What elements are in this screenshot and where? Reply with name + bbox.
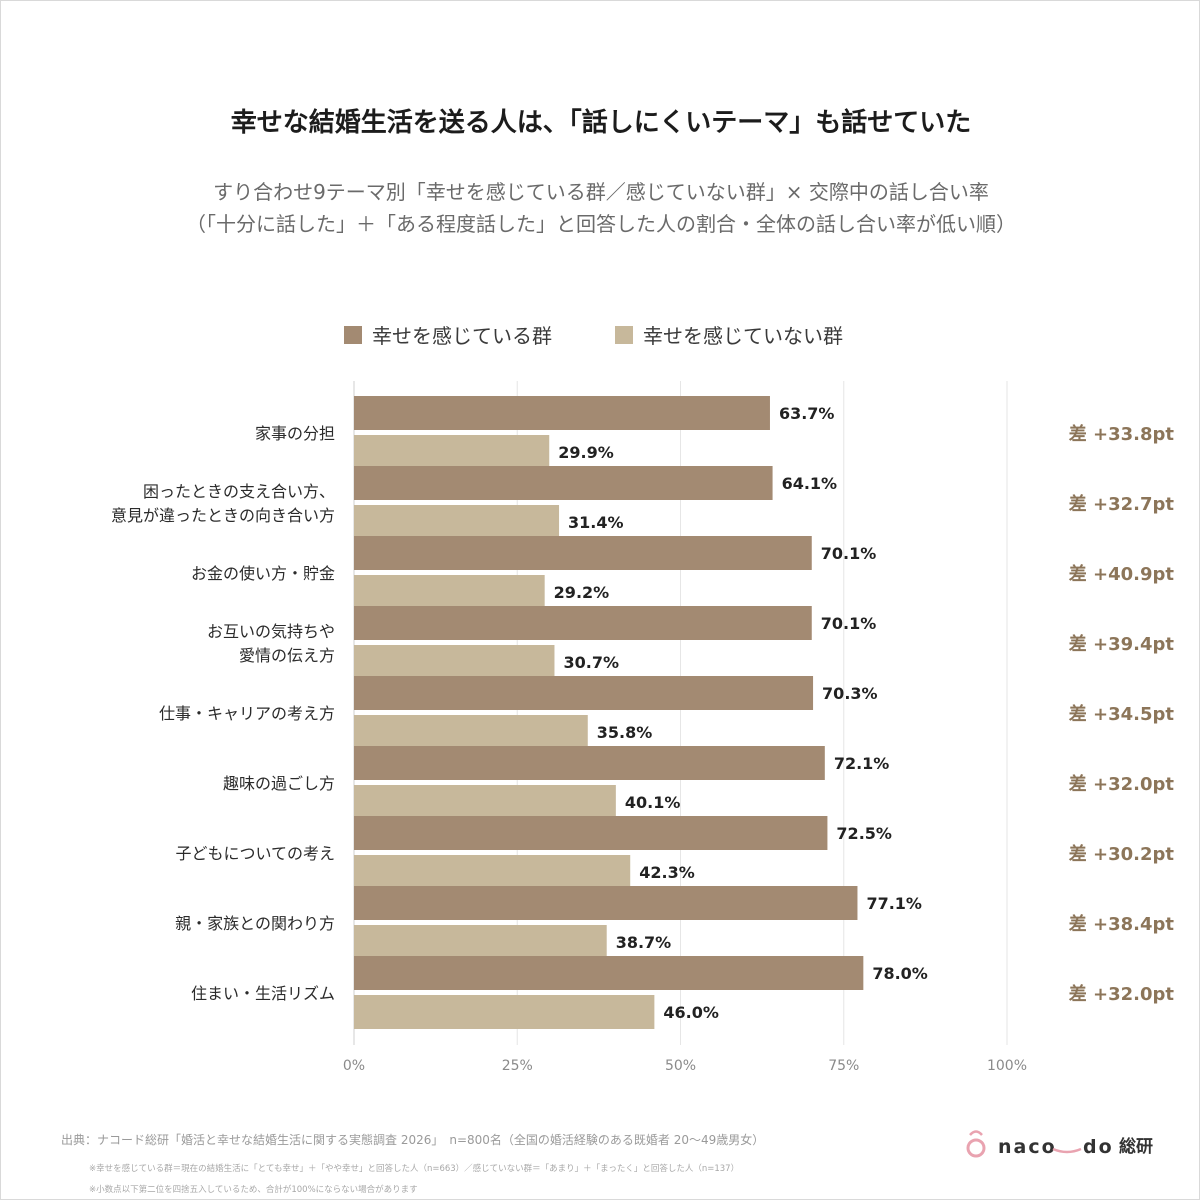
category-label: 住まい・生活リズム <box>191 984 335 1003</box>
value-label-unhappy: 29.2% <box>554 583 610 602</box>
bar-unhappy <box>354 925 607 959</box>
bar-happy <box>354 606 812 640</box>
legend: 幸せを感じている群 幸せを感じていない群 <box>344 324 843 348</box>
brand-name: naco <box>998 1136 1057 1158</box>
bar-unhappy <box>354 645 555 679</box>
difference-label: 差 +38.4pt <box>1069 913 1175 935</box>
brand-name-tail: do <box>1083 1136 1114 1158</box>
bar-happy <box>354 746 825 780</box>
category-label: 意見が違ったときの向き合い方 <box>111 506 335 525</box>
chart-subtitle-line-1: すり合わせ9テーマ別「幸せを感じている群／感じていない群」× 交際中の話し合い率 <box>213 180 989 204</box>
difference-label: 差 +40.9pt <box>1069 563 1175 585</box>
bar-unhappy <box>354 505 560 539</box>
x-tick-label: 0% <box>343 1058 365 1074</box>
value-label-unhappy: 38.7% <box>616 933 672 952</box>
bar-happy <box>354 886 858 920</box>
brand-logo: naco do 総研 <box>966 1130 1153 1158</box>
bars <box>354 396 864 1029</box>
category-label: 趣味の過ごし方 <box>223 774 335 793</box>
legend-swatch-unhappy <box>615 326 633 344</box>
difference-label: 差 +34.5pt <box>1069 703 1175 725</box>
bar-unhappy <box>354 995 655 1029</box>
labels: 0% 25% 50% 75% 100% 63.7% 29.9% 家事の分担 差 +33.8pt 6… <box>111 404 1174 1074</box>
category-label: 仕事・キャリアの考え方 <box>159 704 335 723</box>
chart-title: 幸せな結婚生活を送る人は、「話しにくいテーマ」も話せていた <box>231 107 971 138</box>
value-label-happy: 70.1% <box>821 614 877 633</box>
difference-label: 差 +32.0pt <box>1069 773 1175 795</box>
value-label-happy: 64.1% <box>782 474 838 493</box>
brand-kanji: 総研 <box>1119 1136 1153 1157</box>
brand-ring-icon <box>966 1130 986 1158</box>
value-label-happy: 77.1% <box>866 894 922 913</box>
bar-happy <box>354 396 770 430</box>
difference-label: 差 +33.8pt <box>1069 423 1175 445</box>
value-label-happy: 70.3% <box>822 684 878 703</box>
bar-unhappy <box>354 575 545 609</box>
category-label: 子どもについての考え <box>175 844 335 863</box>
x-tick-label: 75% <box>828 1058 859 1074</box>
group-definition-note: ※幸せを感じている群＝現在の結婚生活に「とても幸せ」＋「やや幸せ」と回答した人（… <box>89 1163 739 1174</box>
bar-unhappy <box>354 435 550 469</box>
value-label-unhappy: 35.8% <box>597 723 653 742</box>
source-note: 出典：ナコード総研「婚活と幸せな結婚生活に関する実態調査 2026」 n=800… <box>61 1132 764 1147</box>
difference-label: 差 +32.0pt <box>1069 983 1175 1005</box>
value-label-happy: 63.7% <box>779 404 835 423</box>
category-label: 家事の分担 <box>255 424 335 443</box>
bar-happy <box>354 816 828 850</box>
legend-label-happy: 幸せを感じている群 <box>372 324 552 348</box>
value-label-unhappy: 46.0% <box>663 1003 719 1022</box>
category-label: お互いの気持ちや <box>207 622 335 641</box>
bar-happy <box>354 676 814 710</box>
value-label-happy: 78.0% <box>872 964 928 983</box>
bar-happy <box>354 466 773 500</box>
legend-swatch-happy <box>344 326 362 344</box>
value-label-happy: 72.1% <box>834 754 890 773</box>
difference-label: 差 +39.4pt <box>1069 633 1175 655</box>
bar-unhappy <box>354 715 588 749</box>
value-label-unhappy: 31.4% <box>568 513 624 532</box>
brand-swoosh <box>1052 1147 1082 1154</box>
bar-happy <box>354 956 864 990</box>
difference-label: 差 +32.7pt <box>1069 493 1175 515</box>
value-label-unhappy: 40.1% <box>625 793 681 812</box>
value-label-happy: 70.1% <box>821 544 877 563</box>
x-tick-label: 25% <box>502 1058 533 1074</box>
bar-happy <box>354 536 812 570</box>
category-label: 親・家族との関わり方 <box>175 914 335 933</box>
rounding-note: ※小数点以下第二位を四捨五入しているため、合計が100%にならない場合があります <box>89 1184 418 1195</box>
x-tick-label: 50% <box>665 1058 696 1074</box>
category-label: お金の使い方・貯金 <box>191 564 335 583</box>
bar-unhappy <box>354 855 631 889</box>
chart-subtitle-line-2: （「十分に話した」＋「ある程度話した」と回答した人の割合・全体の話し合い率が低い… <box>186 212 1016 236</box>
value-label-happy: 72.5% <box>836 824 892 843</box>
category-label: 愛情の伝え方 <box>239 646 335 665</box>
value-label-unhappy: 30.7% <box>563 653 619 672</box>
value-label-unhappy: 29.9% <box>558 443 614 462</box>
legend-label-unhappy: 幸せを感じていない群 <box>643 324 843 348</box>
category-label: 困ったときの支え合い方、 <box>143 482 335 501</box>
bar-unhappy <box>354 785 616 819</box>
value-label-unhappy: 42.3% <box>639 863 695 882</box>
difference-label: 差 +30.2pt <box>1069 843 1175 865</box>
x-tick-label: 100% <box>987 1058 1027 1074</box>
